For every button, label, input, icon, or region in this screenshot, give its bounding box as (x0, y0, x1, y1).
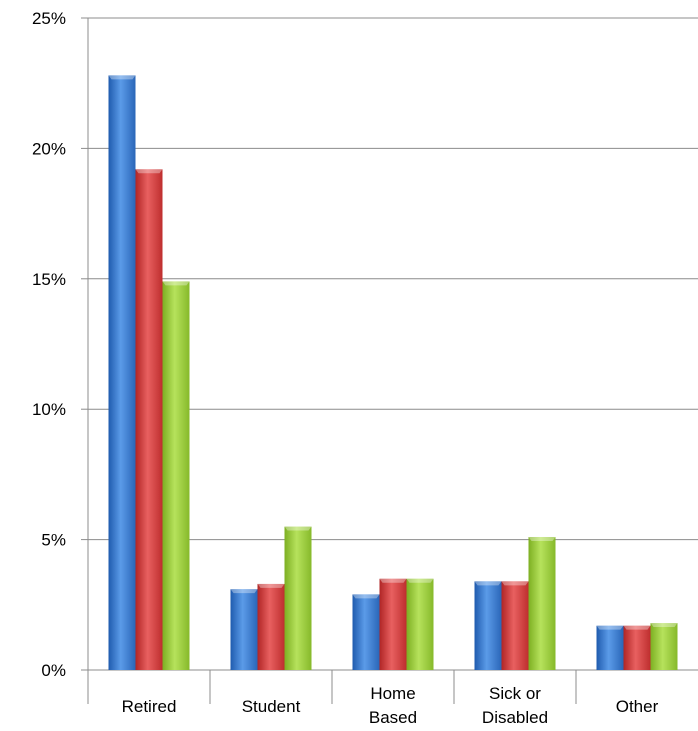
bar-bevel (257, 583, 285, 588)
x-tick-label: Retired (122, 697, 177, 716)
bar (108, 75, 136, 671)
bar (230, 589, 258, 670)
bar (135, 169, 163, 670)
x-tick-label: Home (370, 684, 415, 703)
bar-bevel (474, 581, 502, 586)
bar (596, 625, 624, 670)
bar-bevel (284, 526, 312, 531)
x-tick-label: Sick or (489, 684, 541, 703)
y-tick-label: 25% (32, 9, 66, 28)
x-axis-ticks: Retired Student Home Based Sick or Disabled Ot… (122, 684, 659, 727)
bar-bevel (596, 625, 624, 630)
bar-bevel (135, 169, 163, 174)
bar (257, 583, 285, 670)
bar-bevel (501, 581, 529, 586)
bar-bevel (623, 625, 651, 630)
x-tick-label: Other (616, 697, 659, 716)
bar-bevel (528, 536, 556, 541)
bar-bevel (230, 589, 258, 594)
y-tick-label: 20% (32, 139, 66, 158)
bar (352, 594, 380, 670)
bar-bevel (650, 623, 678, 628)
bar (406, 578, 434, 670)
y-tick-label: 5% (41, 531, 66, 550)
y-tick-label: 15% (32, 270, 66, 289)
gridlines (88, 17, 698, 541)
bar-bevel (379, 578, 407, 583)
bar-bevel (162, 281, 190, 286)
x-tick-label: Disabled (482, 708, 548, 727)
y-tick-label: 0% (41, 661, 66, 680)
bar (528, 536, 556, 670)
bar (379, 578, 407, 670)
y-axis-ticks: 0% 5% 10% 15% 20% 25% (32, 9, 66, 680)
bar-bevel (352, 594, 380, 599)
bar (650, 623, 678, 670)
bar (474, 581, 502, 670)
bar (284, 526, 312, 670)
x-tick-label: Student (242, 697, 301, 716)
y-tick-label: 10% (32, 400, 66, 419)
bars (108, 75, 678, 671)
bar (162, 281, 190, 670)
bar-bevel (108, 75, 136, 80)
bar (623, 625, 651, 670)
x-tick-label: Based (369, 708, 417, 727)
bar-bevel (406, 578, 434, 583)
bar (501, 581, 529, 670)
